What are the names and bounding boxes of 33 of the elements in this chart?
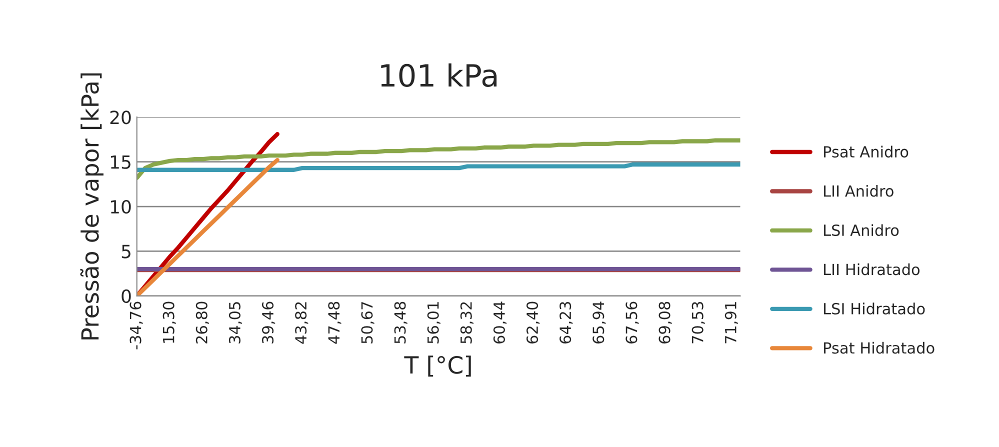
y-tick-label: 0 — [122, 289, 131, 304]
y-axis-title: Pressão de vapor [kPa] — [80, 73, 104, 340]
x-tick-label: 69,08 — [658, 302, 672, 344]
x-tick-label: 64,23 — [560, 302, 573, 344]
x-tick-label: 34,05 — [228, 302, 242, 344]
y-tick-label: 20 — [110, 110, 131, 124]
x-tick-label: 60,44 — [493, 302, 507, 344]
x-tick-label: 70,53 — [692, 302, 705, 344]
y-tick-label: 15 — [111, 156, 130, 169]
legend-label: LII Anidro — [824, 184, 894, 197]
legend-label: LSI Hidratado — [824, 302, 925, 314]
x-tick-label: 53,48 — [394, 302, 408, 344]
x-tick-label: -34,76 — [130, 302, 143, 350]
x-tick-label: 50,67 — [361, 302, 374, 344]
legend-label: LSI Anidro — [824, 224, 899, 236]
legend-label: Psat Hidratado — [824, 342, 934, 354]
x-tick-label: 43,82 — [295, 302, 308, 344]
x-tick-label: 39,46 — [262, 302, 276, 344]
x-tick-label: 62,40 — [526, 302, 540, 344]
y-tick-label: 5 — [122, 244, 130, 258]
x-tick-label: 47,48 — [328, 302, 342, 344]
x-axis-title: T [°C] — [404, 356, 471, 377]
x-tick-label: 71,91 — [724, 302, 738, 344]
legend-label: Psat Anidro — [824, 146, 908, 158]
x-tick-label: 26,80 — [196, 302, 209, 344]
legend-label: LII Hidratado — [824, 263, 920, 276]
chart-title: 101 kPa — [381, 63, 497, 87]
x-tick-label: 15,30 — [162, 302, 176, 343]
y-tick-label: 10 — [111, 200, 131, 214]
x-tick-label: 67,56 — [626, 302, 639, 344]
x-tick-label: 56,01 — [427, 302, 440, 344]
x-tick-label: 58,32 — [460, 302, 474, 344]
x-tick-label: 65,94 — [592, 302, 606, 344]
